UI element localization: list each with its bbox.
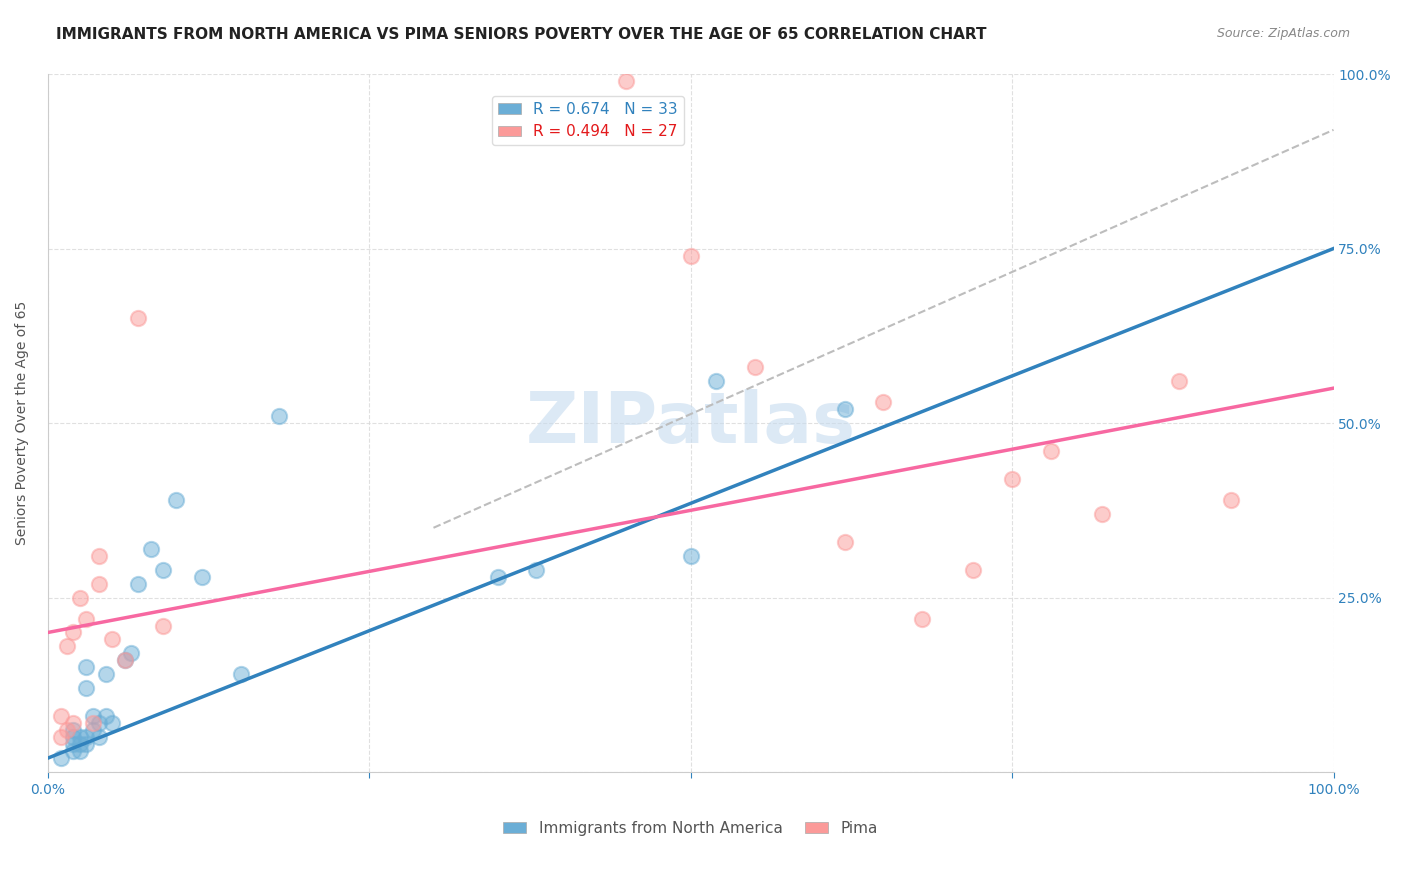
Point <box>139 541 162 556</box>
Point <box>75 611 97 625</box>
Point <box>69 737 91 751</box>
Point <box>75 730 97 744</box>
Point <box>120 647 142 661</box>
Point <box>679 549 702 563</box>
Point <box>101 716 124 731</box>
Point <box>1091 507 1114 521</box>
Point <box>1219 492 1241 507</box>
Point <box>524 563 547 577</box>
Point <box>89 576 111 591</box>
Point <box>911 611 934 625</box>
Point <box>1168 374 1191 388</box>
Point <box>62 716 84 731</box>
Point <box>191 569 214 583</box>
Point <box>82 716 104 731</box>
Point <box>49 730 72 744</box>
Point <box>127 311 149 326</box>
Point <box>94 667 117 681</box>
Legend: Immigrants from North America, Pima: Immigrants from North America, Pima <box>498 814 884 842</box>
Point <box>152 618 174 632</box>
Point <box>69 730 91 744</box>
Point <box>872 395 894 409</box>
Point <box>62 723 84 738</box>
Point <box>69 744 91 758</box>
Point <box>962 563 984 577</box>
Y-axis label: Seniors Poverty Over the Age of 65: Seniors Poverty Over the Age of 65 <box>15 301 30 545</box>
Text: ZIPatlas: ZIPatlas <box>526 389 856 458</box>
Point <box>834 402 856 417</box>
Point <box>89 549 111 563</box>
Point <box>62 744 84 758</box>
Point <box>56 640 79 654</box>
Point <box>69 591 91 605</box>
Point <box>114 653 136 667</box>
Point <box>679 248 702 262</box>
Point <box>75 737 97 751</box>
Point <box>75 681 97 696</box>
Point <box>127 576 149 591</box>
Point <box>269 409 291 423</box>
Point <box>89 716 111 731</box>
Point <box>82 709 104 723</box>
Point <box>229 667 252 681</box>
Point <box>62 737 84 751</box>
Point <box>704 374 727 388</box>
Point <box>82 723 104 738</box>
Point <box>49 709 72 723</box>
Point <box>101 632 124 647</box>
Point <box>56 723 79 738</box>
Point <box>75 660 97 674</box>
Point <box>1039 444 1062 458</box>
Point <box>614 74 637 88</box>
Point <box>744 360 766 375</box>
Text: Source: ZipAtlas.com: Source: ZipAtlas.com <box>1216 27 1350 40</box>
Point <box>165 492 187 507</box>
Point <box>62 625 84 640</box>
Point <box>486 569 509 583</box>
Point <box>62 730 84 744</box>
Point <box>94 709 117 723</box>
Point <box>834 534 856 549</box>
Point <box>89 730 111 744</box>
Point <box>152 563 174 577</box>
Point <box>1001 472 1024 486</box>
Point <box>49 751 72 765</box>
Text: IMMIGRANTS FROM NORTH AMERICA VS PIMA SENIORS POVERTY OVER THE AGE OF 65 CORRELA: IMMIGRANTS FROM NORTH AMERICA VS PIMA SE… <box>56 27 987 42</box>
Point <box>114 653 136 667</box>
